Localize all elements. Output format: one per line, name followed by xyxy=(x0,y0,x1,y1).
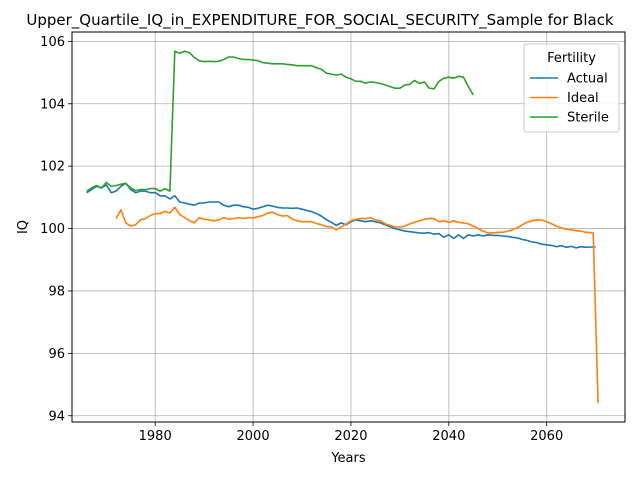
y-tick-label: 98 xyxy=(48,284,65,299)
chart-title: Upper_Quartile_IQ_in_EXPENDITURE_FOR_SOC… xyxy=(26,11,614,30)
x-tick-label: 2040 xyxy=(432,429,465,444)
y-tick-label: 106 xyxy=(40,35,65,50)
y-tick-label: 104 xyxy=(40,97,65,112)
y-tick-label: 94 xyxy=(48,409,65,424)
x-tick-label: 2020 xyxy=(334,429,367,444)
legend-title: Fertility xyxy=(547,51,596,66)
y-tick-label: 102 xyxy=(40,160,65,175)
legend-label-actual: Actual xyxy=(567,72,608,87)
x-tick-label: 2000 xyxy=(237,429,270,444)
legend-label-ideal: Ideal xyxy=(567,91,599,106)
axis-ticks: 1980 2000 2020 2040 2060 94 96 98 100 102 104 106 xyxy=(40,35,563,444)
y-tick-label: 96 xyxy=(48,347,65,362)
series-line-ideal xyxy=(116,207,598,403)
x-tick-label: 2060 xyxy=(530,429,563,444)
y-tick-label: 100 xyxy=(40,222,65,237)
legend: Fertility Actual Ideal Sterile xyxy=(524,44,619,132)
series-line-actual xyxy=(87,183,596,248)
x-tick-label: 1980 xyxy=(139,429,172,444)
y-axis-label: IQ xyxy=(16,220,31,234)
legend-label-sterile: Sterile xyxy=(567,111,609,126)
x-axis-label: Years xyxy=(330,451,366,466)
series-line-sterile xyxy=(87,51,474,191)
